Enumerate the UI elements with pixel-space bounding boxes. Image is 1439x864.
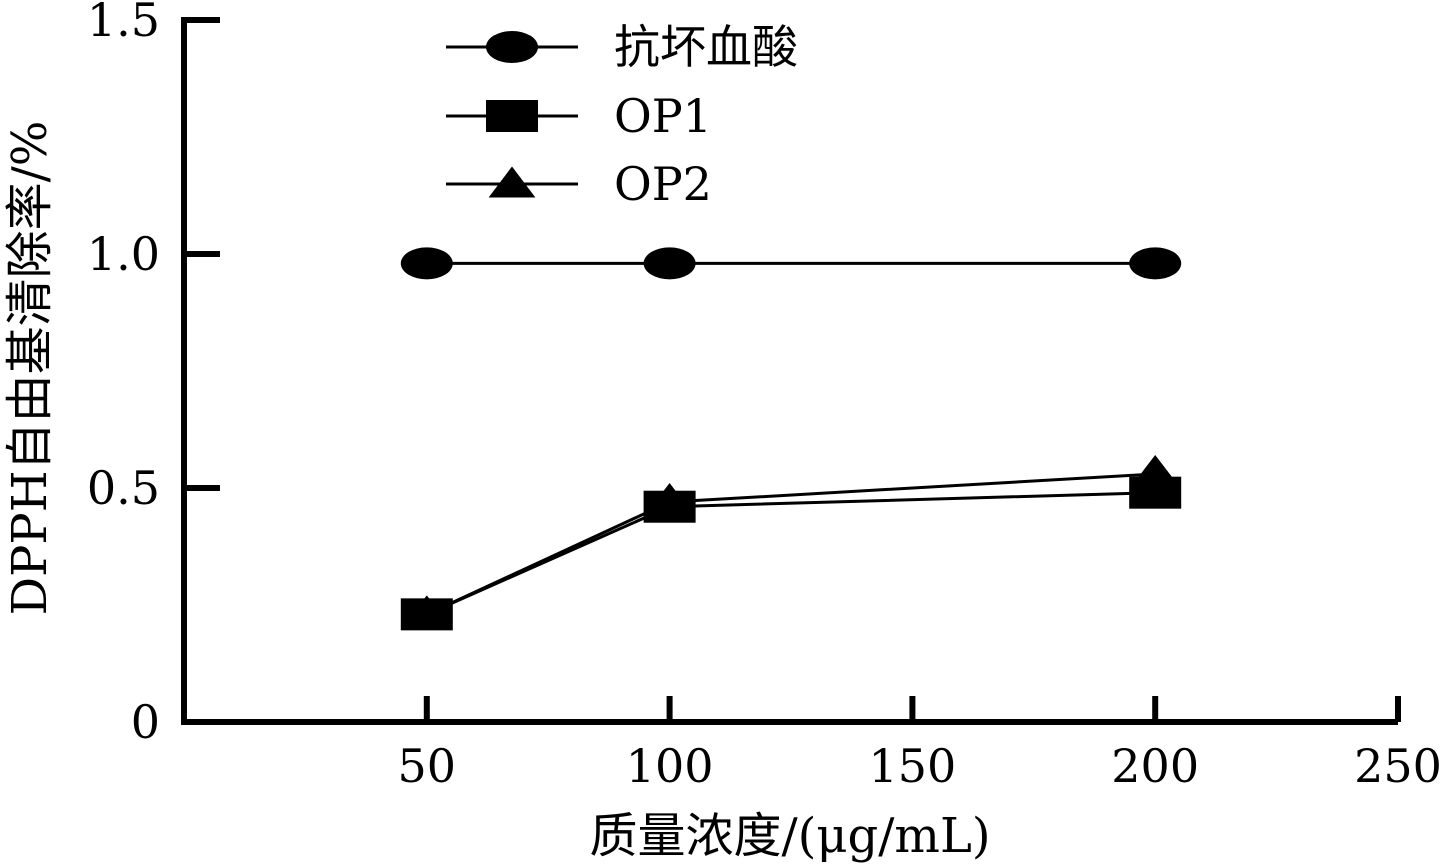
legend-label: OP1 <box>614 89 712 143</box>
legend-marker-triangle <box>488 166 536 198</box>
data-point-ellipse <box>643 247 696 280</box>
data-point-square <box>643 490 696 523</box>
y-tick-label: 1.0 <box>87 227 160 281</box>
x-tick-label: 100 <box>626 739 714 793</box>
y-tick-label: 1.5 <box>87 0 160 47</box>
y-tick-label: 0.5 <box>87 461 160 515</box>
x-tick-label: 250 <box>1354 739 1439 793</box>
legend: 抗坏血酸 OP1 OP2 <box>446 20 798 211</box>
legend-label: OP2 <box>614 157 712 211</box>
y-tick-label: 0 <box>131 695 160 749</box>
data-point-square <box>1129 476 1182 509</box>
series-line-square <box>426 491 1156 616</box>
data-point-ellipse <box>400 247 453 280</box>
x-tick-label: 50 <box>398 739 457 793</box>
ticks: 50 100 150 200 250 0 0.5 1.0 1.5 <box>87 0 1439 793</box>
data-point-ellipse <box>1129 247 1182 280</box>
axes <box>181 17 1398 725</box>
legend-label: 抗坏血酸 <box>614 20 798 74</box>
series-markers <box>400 247 1182 631</box>
y-axis-title: DPPH自由基清除率/% <box>2 121 58 616</box>
x-tick-label: 150 <box>868 739 956 793</box>
data-point-square <box>400 598 453 631</box>
x-tick-label: 200 <box>1111 739 1199 793</box>
legend-marker-square <box>486 100 538 132</box>
legend-marker-ellipse <box>486 31 538 63</box>
series-lines <box>426 261 1156 616</box>
x-axis-title: 质量浓度/(μg/mL) <box>589 808 990 864</box>
